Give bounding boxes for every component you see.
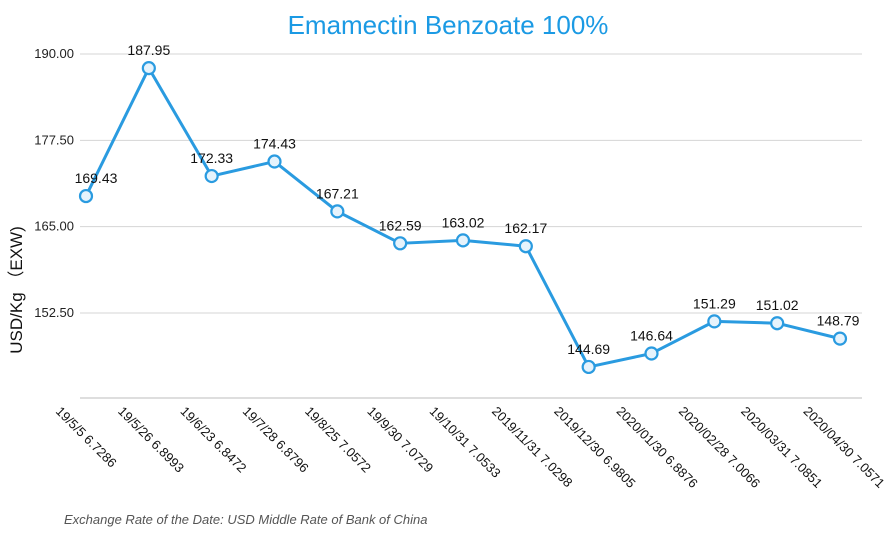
footnote: Exchange Rate of the Date: USD Middle Ra… xyxy=(64,512,428,527)
data-point xyxy=(330,204,345,219)
data-label: 172.33 xyxy=(190,150,233,166)
x-tick-label: 19/6/23 6.8472 xyxy=(177,404,249,476)
y-tick-label: 152.50 xyxy=(34,305,74,320)
x-tick-label: 19/8/25 7.0572 xyxy=(302,404,374,476)
chart-title: Emamectin Benzoate 100% xyxy=(287,10,609,40)
data-point xyxy=(455,233,471,248)
data-labels: 169.43 187.95 172.33 174.43 167.21 162.59 163.… xyxy=(75,42,860,357)
data-label: 151.29 xyxy=(693,295,736,311)
data-point xyxy=(707,314,722,329)
data-point xyxy=(204,168,219,184)
data-label: 148.79 xyxy=(817,313,860,329)
y-axis-label: USD/Kg （EXW) xyxy=(7,226,26,354)
x-tick-label: 19/9/30 7.0729 xyxy=(364,404,436,476)
data-label: 144.69 xyxy=(567,341,610,357)
y-tick-label: 190.00 xyxy=(34,46,74,61)
data-label: 162.17 xyxy=(504,220,547,236)
data-point xyxy=(770,316,785,331)
data-point xyxy=(832,331,848,346)
data-label: 169.43 xyxy=(75,170,118,186)
data-point xyxy=(581,359,596,375)
y-axis-ticks: 190.00 177.50 165.00 152.50 xyxy=(34,46,74,320)
data-label: 162.59 xyxy=(379,217,422,233)
x-tick-label: 19/5/5 6.7286 xyxy=(53,404,120,471)
data-label: 167.21 xyxy=(316,185,359,201)
data-point xyxy=(644,346,659,361)
data-label: 187.95 xyxy=(127,42,170,58)
data-point xyxy=(78,188,94,204)
data-label: 146.64 xyxy=(630,327,673,343)
data-point xyxy=(141,61,156,76)
data-point xyxy=(518,239,533,254)
data-label: 174.43 xyxy=(253,136,296,152)
data-label: 163.02 xyxy=(442,214,485,230)
x-tick-label: 19/5/26 6.8993 xyxy=(115,404,187,476)
y-tick-label: 177.50 xyxy=(34,132,74,147)
data-point xyxy=(267,154,282,169)
series-markers xyxy=(78,61,848,375)
data-point xyxy=(393,236,408,251)
gridlines xyxy=(80,53,862,399)
y-tick-label: 165.00 xyxy=(34,219,74,234)
x-tick-label: 19/7/28 6.8796 xyxy=(240,404,312,476)
data-label: 151.02 xyxy=(756,297,799,313)
